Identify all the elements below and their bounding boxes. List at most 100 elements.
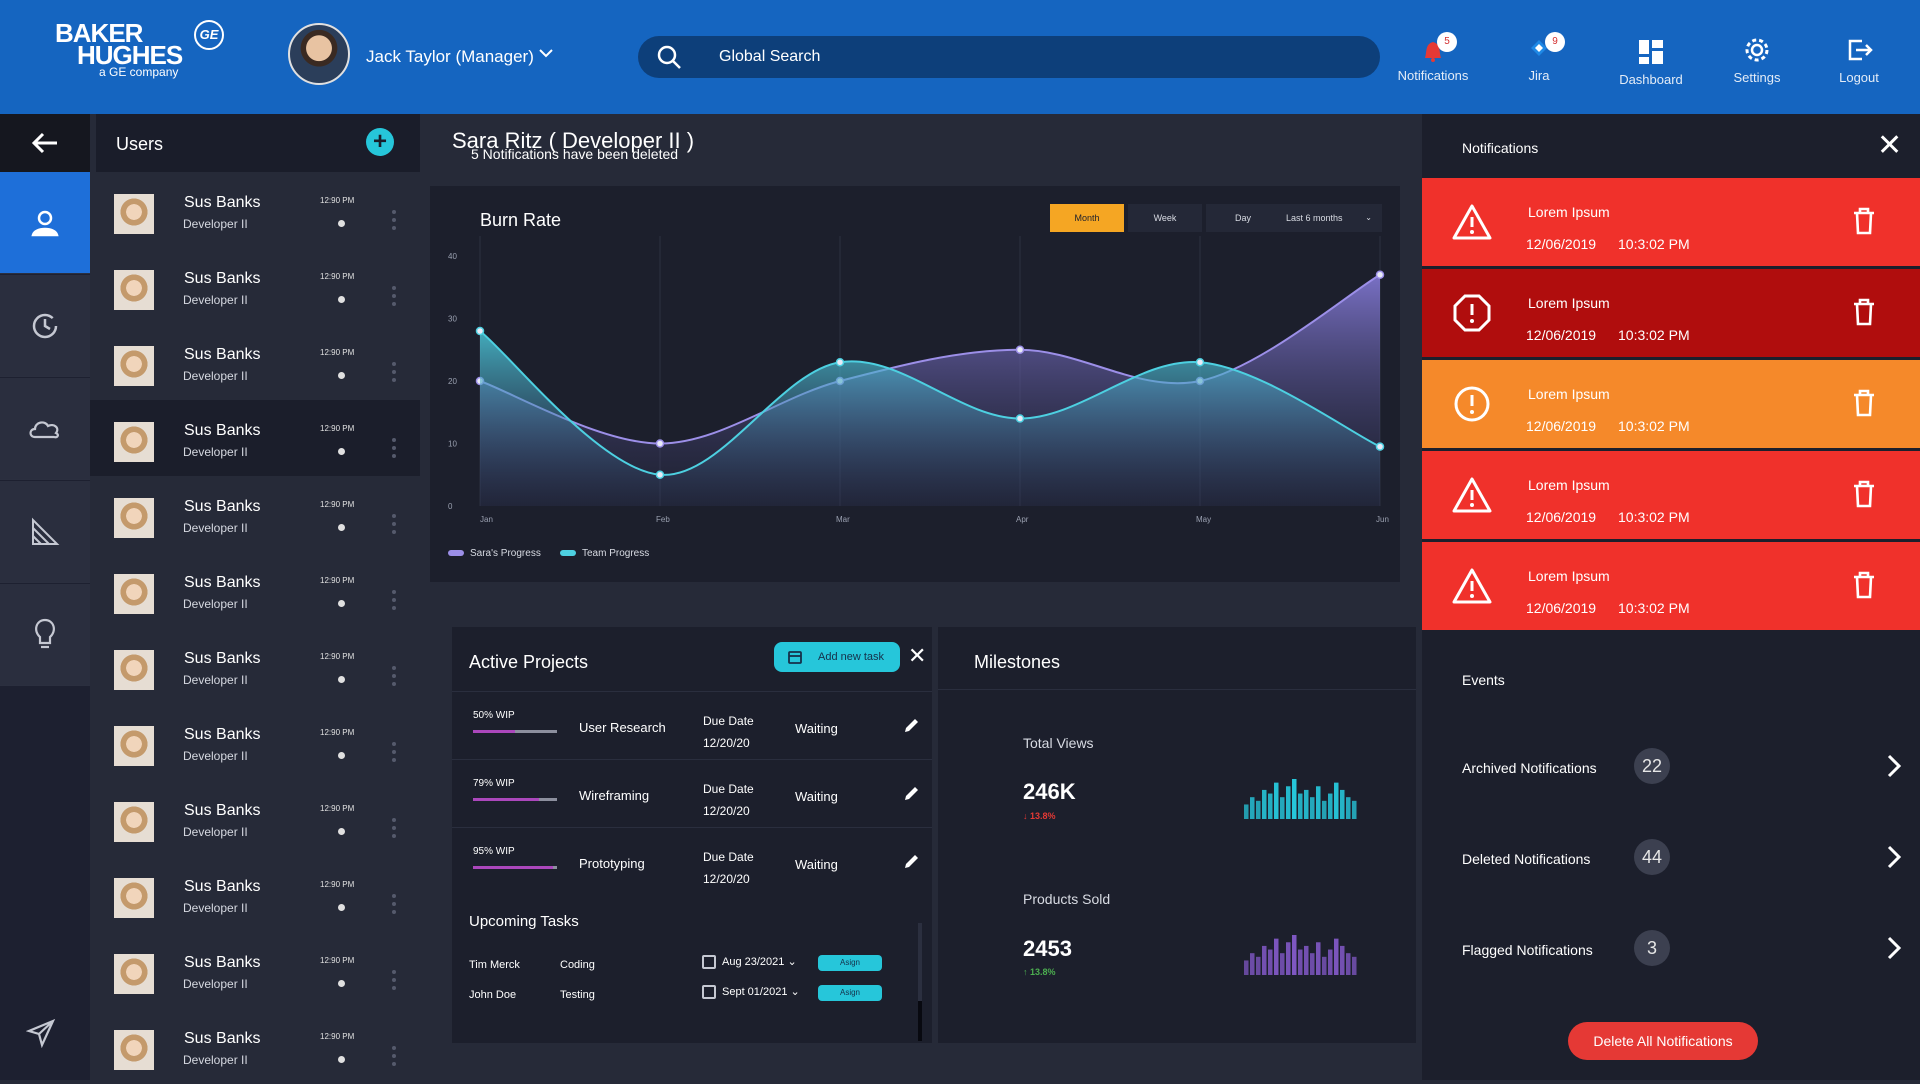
more-options-icon[interactable] bbox=[392, 666, 396, 686]
edit-pencil-icon[interactable] bbox=[903, 784, 921, 802]
rail-history[interactable] bbox=[0, 275, 90, 377]
more-options-icon[interactable] bbox=[392, 210, 396, 230]
project-row[interactable]: 79% WIP Wireframing Due Date 12/20/20 Wai… bbox=[452, 759, 932, 827]
user-list-item[interactable]: Sus Banks Developer II 12:90 PM bbox=[90, 628, 420, 704]
chevron-down-icon[interactable] bbox=[538, 46, 554, 64]
trash-icon[interactable] bbox=[1850, 206, 1878, 236]
trash-icon[interactable] bbox=[1850, 297, 1878, 327]
back-arrow-icon[interactable] bbox=[0, 114, 90, 172]
more-options-icon[interactable] bbox=[392, 438, 396, 458]
more-options-icon[interactable] bbox=[392, 1046, 396, 1066]
trash-icon[interactable] bbox=[1850, 570, 1878, 600]
assign-button[interactable]: Asign bbox=[818, 985, 882, 1001]
notification-folder[interactable]: Flagged Notifications 3 bbox=[1462, 930, 1902, 970]
filter-day[interactable]: Day bbox=[1206, 204, 1280, 232]
send-icon[interactable] bbox=[25, 1018, 56, 1053]
spark-bar bbox=[1346, 953, 1351, 975]
task-date-picker[interactable]: Sept 01/2021 ⌄ bbox=[702, 985, 800, 1000]
assign-button[interactable]: Asign bbox=[818, 955, 882, 971]
notification-folder[interactable]: Archived Notifications 22 bbox=[1462, 748, 1902, 788]
more-options-icon[interactable] bbox=[392, 362, 396, 382]
rail-users[interactable] bbox=[0, 172, 90, 274]
trash-icon[interactable] bbox=[1850, 479, 1878, 509]
nav-jira[interactable]: 9 Jira bbox=[1496, 28, 1582, 83]
more-options-icon[interactable] bbox=[392, 514, 396, 534]
chevron-right-icon[interactable] bbox=[1882, 934, 1906, 962]
brand-logo[interactable]: BAKER HUGHES a GE company bbox=[55, 18, 183, 79]
filter-week[interactable]: Week bbox=[1128, 204, 1202, 232]
user-list-item[interactable]: Sus Banks Developer II 12:90 PM bbox=[90, 704, 420, 780]
data-point[interactable] bbox=[1015, 414, 1025, 423]
notification-item[interactable]: Lorem Ipsum 12/06/2019 10:3:02 PM bbox=[1422, 542, 1920, 630]
task-type: Testing bbox=[560, 989, 595, 1001]
series-line bbox=[479, 330, 1381, 476]
user-list-item[interactable]: Sus Banks Developer II 12:90 PM bbox=[90, 476, 420, 552]
notification-time: 10:3:02 PM bbox=[1618, 418, 1690, 434]
rail-cloud[interactable] bbox=[0, 378, 90, 480]
user-list-item[interactable]: Sus Banks Developer II 12:90 PM bbox=[90, 552, 420, 628]
notification-item[interactable]: Lorem Ipsum 12/06/2019 10:3:02 PM bbox=[1422, 178, 1920, 266]
edit-pencil-icon[interactable] bbox=[903, 716, 921, 734]
user-list-item[interactable]: Sus Banks Developer II 12:90 PM bbox=[90, 172, 420, 248]
user-list-item[interactable]: Sus Banks Developer II 12:90 PM bbox=[90, 932, 420, 1008]
rail-ideas[interactable] bbox=[0, 584, 90, 686]
chevron-right-icon[interactable] bbox=[1882, 843, 1906, 871]
current-user-name[interactable]: Jack Taylor (Manager) bbox=[366, 47, 534, 66]
edit-pencil-icon[interactable] bbox=[903, 852, 921, 870]
notification-item[interactable]: Lorem Ipsum 12/06/2019 10:3:02 PM bbox=[1422, 269, 1920, 357]
user-list-item[interactable]: Sus Banks Developer II 12:90 PM bbox=[90, 780, 420, 856]
chevron-right-icon[interactable] bbox=[1882, 752, 1906, 780]
more-options-icon[interactable] bbox=[392, 286, 396, 306]
notification-item[interactable]: Lorem Ipsum 12/06/2019 10:3:02 PM bbox=[1422, 451, 1920, 539]
spark-bar bbox=[1340, 945, 1345, 975]
notification-item[interactable]: Lorem Ipsum 12/06/2019 10:3:02 PM bbox=[1422, 360, 1920, 448]
more-options-icon[interactable] bbox=[392, 970, 396, 990]
nav-notifications[interactable]: 5 Notifications bbox=[1390, 28, 1476, 83]
user-list-item[interactable]: Sus Banks Developer II 12:90 PM bbox=[90, 400, 420, 476]
task-date-picker[interactable]: Aug 23/2021 ⌄ bbox=[702, 955, 797, 970]
project-row[interactable]: 50% WIP User Research Due Date 12/20/20 W… bbox=[452, 691, 932, 759]
data-point[interactable] bbox=[1015, 345, 1025, 354]
add-user-button[interactable]: + bbox=[366, 128, 394, 156]
notification-folder[interactable]: Deleted Notifications 44 bbox=[1462, 839, 1902, 879]
filter-month[interactable]: Month bbox=[1050, 204, 1124, 232]
nav-logout[interactable]: Logout bbox=[1816, 30, 1902, 85]
project-row[interactable]: 95% WIP Prototyping Due Date 12/20/20 Wai… bbox=[452, 827, 932, 895]
search-input[interactable]: Global Search bbox=[719, 48, 821, 65]
user-list-item[interactable]: Sus Banks Developer II 12:90 PM bbox=[90, 248, 420, 324]
data-point[interactable] bbox=[475, 326, 485, 336]
wip-progress-bar bbox=[473, 798, 557, 801]
rail-analytics[interactable] bbox=[0, 481, 90, 583]
user-list-item[interactable]: Sus Banks Developer II 12:90 PM bbox=[90, 324, 420, 400]
spark-bar bbox=[1346, 797, 1351, 819]
user-name: Sus Banks bbox=[184, 726, 261, 743]
more-options-icon[interactable] bbox=[392, 894, 396, 914]
more-options-icon[interactable] bbox=[392, 742, 396, 762]
y-tick-label: 20 bbox=[448, 377, 457, 386]
close-icon[interactable]: ✕ bbox=[1877, 129, 1903, 162]
nav-dashboard[interactable]: Dashboard bbox=[1606, 32, 1696, 87]
data-point[interactable] bbox=[1195, 358, 1205, 367]
delete-all-notifications-button[interactable]: Delete All Notifications bbox=[1568, 1022, 1758, 1060]
nav-settings[interactable]: Settings bbox=[1714, 30, 1800, 85]
data-point[interactable] bbox=[1375, 442, 1385, 451]
user-time: 12:90 PM bbox=[320, 804, 355, 813]
trash-icon[interactable] bbox=[1850, 388, 1878, 418]
global-search[interactable]: Global Search bbox=[638, 36, 1380, 78]
more-options-icon[interactable] bbox=[392, 818, 396, 838]
avatar bbox=[114, 650, 154, 690]
data-point[interactable] bbox=[1375, 270, 1385, 279]
more-options-icon[interactable] bbox=[392, 590, 396, 610]
data-point[interactable] bbox=[655, 439, 665, 448]
add-task-button[interactable]: Add new task bbox=[774, 642, 900, 672]
user-avatar[interactable] bbox=[288, 23, 350, 85]
user-name: Sus Banks bbox=[184, 270, 261, 287]
user-list-item[interactable]: Sus Banks Developer II 12:90 PM bbox=[90, 856, 420, 932]
range-select[interactable]: Last 6 months ⌄ bbox=[1276, 204, 1382, 232]
close-icon[interactable]: ✕ bbox=[908, 643, 927, 668]
upcoming-scrollbar[interactable] bbox=[918, 923, 922, 1041]
data-point[interactable] bbox=[655, 470, 665, 479]
data-point[interactable] bbox=[835, 358, 845, 367]
user-list-item[interactable]: Sus Banks Developer II 12:90 PM bbox=[90, 1008, 420, 1084]
spark-bar bbox=[1310, 953, 1315, 975]
